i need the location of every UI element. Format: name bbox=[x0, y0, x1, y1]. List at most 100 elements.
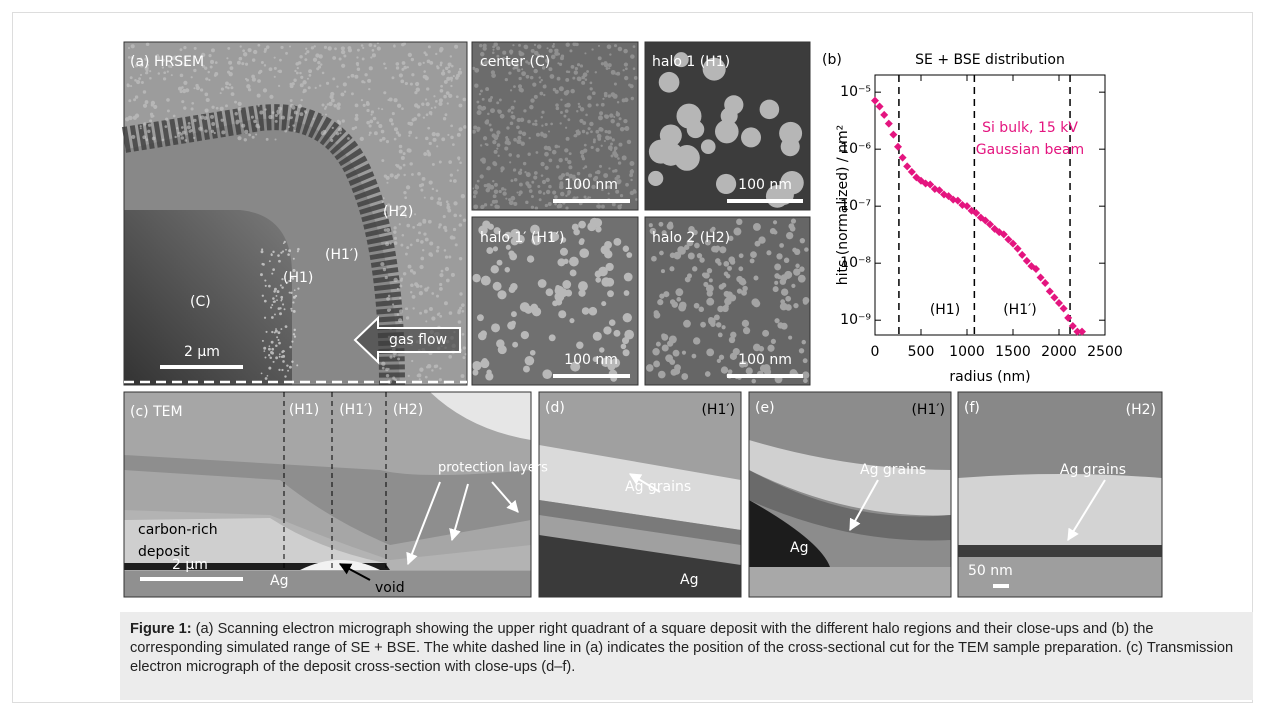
grain bbox=[461, 374, 465, 378]
grain bbox=[531, 206, 534, 209]
grain bbox=[403, 174, 405, 176]
grain bbox=[803, 300, 808, 305]
grain bbox=[227, 47, 230, 50]
grain bbox=[324, 46, 327, 49]
grain bbox=[449, 179, 452, 182]
grain bbox=[399, 145, 402, 148]
grain bbox=[489, 185, 494, 190]
grain bbox=[589, 307, 598, 316]
grain bbox=[555, 103, 559, 107]
grain bbox=[366, 121, 370, 125]
grain bbox=[773, 286, 779, 292]
grain bbox=[370, 56, 372, 58]
grain bbox=[436, 295, 439, 298]
grain bbox=[569, 152, 572, 155]
grain bbox=[723, 261, 729, 267]
grain bbox=[517, 136, 521, 140]
grain bbox=[534, 123, 537, 126]
grain bbox=[463, 125, 467, 129]
grain bbox=[659, 251, 664, 256]
grain bbox=[351, 74, 355, 78]
grain bbox=[328, 46, 332, 50]
grain bbox=[262, 340, 264, 342]
grain bbox=[426, 102, 430, 106]
grain bbox=[356, 56, 358, 58]
annotation: (H2) bbox=[1126, 402, 1156, 418]
grain bbox=[130, 85, 132, 87]
grain bbox=[294, 111, 298, 115]
grain bbox=[565, 109, 569, 113]
grain bbox=[648, 171, 663, 186]
grain bbox=[267, 375, 269, 377]
grain bbox=[705, 371, 711, 377]
grain bbox=[560, 111, 563, 114]
grain bbox=[534, 44, 536, 46]
grain bbox=[412, 118, 415, 121]
grain bbox=[537, 44, 542, 49]
grain bbox=[472, 274, 480, 282]
grain bbox=[607, 130, 611, 134]
grain bbox=[295, 295, 297, 297]
point bbox=[1023, 257, 1031, 265]
x-tick-label: 1000 bbox=[949, 344, 985, 360]
grain bbox=[251, 116, 254, 119]
grain bbox=[549, 334, 556, 341]
grain bbox=[673, 350, 680, 357]
panel-label: halo 1 (H1) bbox=[652, 54, 730, 70]
grain bbox=[264, 357, 266, 359]
grain bbox=[571, 65, 575, 69]
grain bbox=[313, 58, 317, 62]
grain bbox=[582, 307, 590, 315]
grain bbox=[579, 119, 583, 123]
grain bbox=[333, 104, 337, 108]
grain bbox=[424, 310, 428, 314]
grain bbox=[612, 138, 615, 141]
grain bbox=[261, 61, 264, 64]
grain bbox=[403, 66, 407, 70]
grain bbox=[328, 102, 332, 106]
grain bbox=[277, 110, 280, 113]
grain bbox=[347, 137, 350, 140]
grain bbox=[525, 201, 528, 204]
grain bbox=[771, 339, 776, 344]
grain bbox=[411, 173, 414, 176]
grain bbox=[381, 108, 383, 110]
grain bbox=[520, 169, 523, 172]
grain bbox=[458, 70, 462, 74]
grain bbox=[285, 325, 288, 328]
scale-label: 50 nm bbox=[968, 563, 1013, 579]
grain bbox=[770, 228, 776, 234]
grain bbox=[564, 91, 569, 96]
grain bbox=[785, 296, 791, 302]
grain bbox=[510, 179, 513, 182]
grain bbox=[450, 174, 453, 177]
grain bbox=[270, 307, 272, 309]
grain bbox=[659, 222, 664, 227]
grain bbox=[411, 360, 413, 362]
grain bbox=[255, 124, 259, 128]
grain bbox=[179, 132, 181, 134]
grain bbox=[448, 63, 452, 67]
grain bbox=[341, 46, 345, 50]
grain bbox=[583, 167, 585, 169]
grain bbox=[608, 167, 610, 169]
grain bbox=[538, 279, 547, 288]
grain bbox=[445, 256, 448, 259]
grain bbox=[419, 378, 421, 380]
grain bbox=[180, 48, 183, 51]
grain bbox=[326, 82, 329, 85]
grain bbox=[296, 364, 298, 366]
grain bbox=[146, 42, 150, 46]
grain bbox=[753, 276, 758, 281]
grain bbox=[433, 138, 437, 142]
grain bbox=[654, 312, 661, 319]
grain bbox=[158, 72, 161, 75]
grain bbox=[408, 149, 412, 153]
grain bbox=[280, 284, 282, 286]
grain bbox=[269, 345, 271, 347]
grain bbox=[567, 118, 570, 121]
grain bbox=[356, 62, 359, 65]
grain bbox=[572, 42, 576, 46]
grain bbox=[443, 117, 446, 120]
grain bbox=[457, 169, 459, 171]
